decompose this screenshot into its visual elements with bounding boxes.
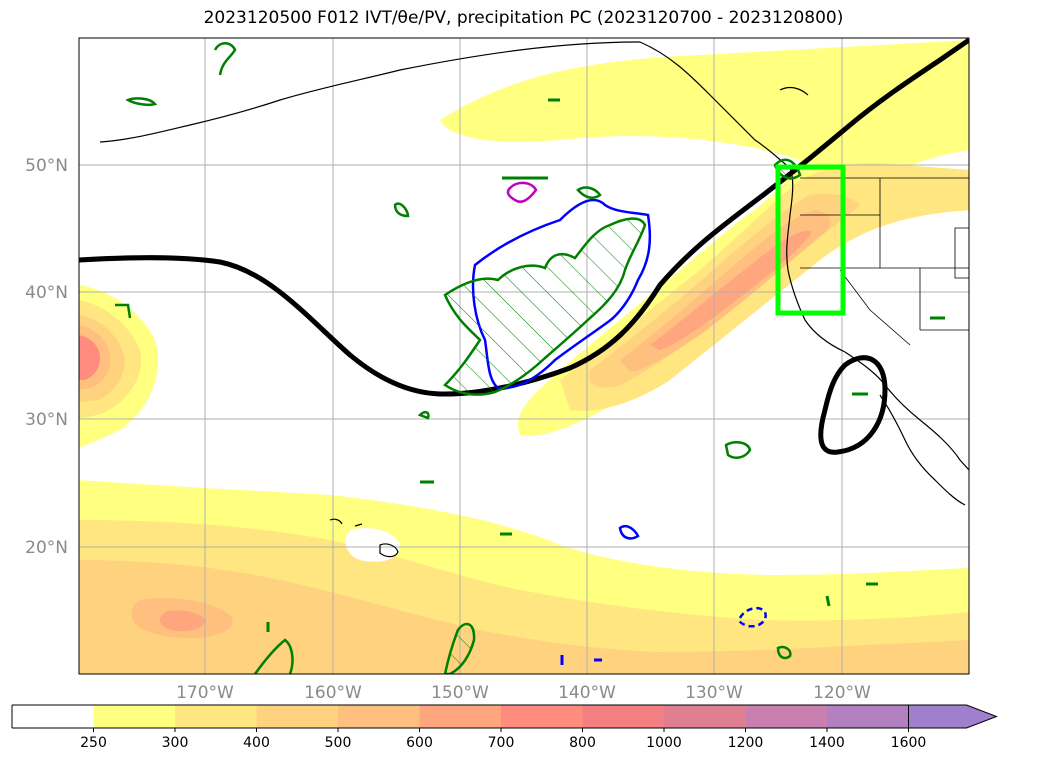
precip-contour (576, 186, 602, 199)
precip-contour (213, 42, 237, 76)
colorbar-tick-label: 1200 (728, 735, 764, 751)
colorbar-segment (664, 705, 746, 728)
lon-labels: 170°W 160°W 150°W 140°W 130°W 120°W (176, 683, 871, 703)
colorbar: 250 300 400 500 600 700 800 1000 1200 1400 1600 (11, 704, 998, 751)
precip-contour (776, 645, 792, 660)
lon-label: 130°W (685, 683, 743, 703)
colorbar-tick-label: 700 (488, 735, 515, 751)
lon-label: 140°W (558, 683, 616, 703)
pv-contour-dashed (738, 606, 767, 628)
ivt-shading (79, 40, 969, 674)
colorbar-outline (11, 704, 909, 729)
precip-contour (393, 202, 410, 218)
colorbar-tick-label: 500 (325, 735, 352, 751)
colorbar-tick-label: 300 (162, 735, 189, 751)
colorbar-segment (12, 705, 94, 728)
colorbar-tick-label: 600 (406, 735, 433, 751)
colorbar-segment (745, 705, 828, 728)
lat-label: 20°N (25, 538, 68, 558)
lon-label: 160°W (304, 683, 362, 703)
colorbar-segment (338, 705, 420, 728)
pv-contour-small (618, 524, 640, 540)
colorbar-segment (501, 705, 583, 728)
precip-contour (125, 97, 158, 107)
precip-contour (825, 595, 831, 607)
lat-label: 50°N (25, 156, 68, 176)
colorbar-tick-label: 250 (80, 735, 107, 751)
colorbar-segment (582, 705, 665, 728)
precip-contour (115, 303, 132, 319)
precip-contour (443, 217, 647, 396)
colorbar-tick-label: 400 (243, 735, 270, 751)
theta-e-closed-contour (818, 355, 888, 455)
map-border (78, 37, 970, 675)
figure-title: 2023120500 F012 IVT/θe/PV, precipitation… (203, 8, 844, 28)
colorbar-tick-label: 800 (569, 735, 596, 751)
precip-contour (417, 410, 430, 420)
coastlines (99, 41, 969, 558)
lat-label: 40°N (25, 283, 68, 303)
magenta-contour (506, 181, 538, 203)
colorbar-tick-label: 1400 (809, 735, 845, 751)
lat-label: 30°N (25, 410, 68, 430)
colorbar-extend-arrow (908, 704, 998, 729)
colorbar-segment (419, 705, 502, 728)
colorbar-tick-label: 1000 (646, 735, 682, 751)
colorbar-segment (175, 705, 257, 728)
colorbar-segment (93, 705, 176, 728)
precip-contour (443, 622, 476, 674)
state-borders (800, 177, 969, 346)
lon-label: 170°W (176, 683, 234, 703)
theta-e-contour (79, 38, 969, 397)
precip-contour (253, 638, 294, 674)
lon-label: 150°W (431, 683, 489, 703)
colorbar-tick-label: 1600 (891, 735, 927, 751)
colorbar-segment (827, 705, 909, 728)
colorbar-segment (256, 705, 339, 728)
lat-labels: 50°N 40°N 30°N 20°N (25, 156, 68, 558)
highlight-box (775, 164, 846, 316)
lon-label: 120°W (813, 683, 871, 703)
precip-contour (724, 441, 752, 459)
